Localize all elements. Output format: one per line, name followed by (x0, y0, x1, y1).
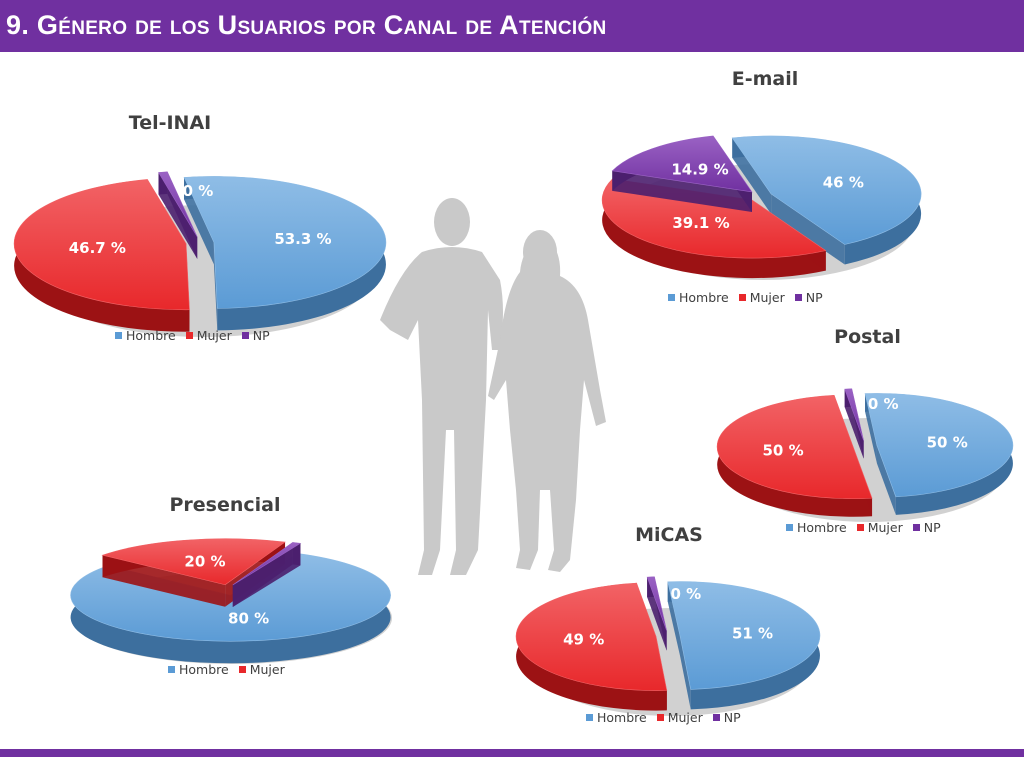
pie-slice-mujer (515, 582, 668, 711)
chart-micas: MiCAS 51 % 49 % 0 % Hombre Mujer NP (515, 524, 824, 734)
chart-tel-inai: Tel-INAI 53.3 % 46.7 % 0 % Hombre Mujer NP (13, 108, 390, 358)
pie-chart: 46 % 39.1 % 14.9 % (601, 135, 922, 280)
chart-title: Tel-INAI (128, 112, 212, 134)
legend-swatch (738, 294, 746, 301)
pie-slice-hombre (667, 581, 821, 710)
pie-label-hombre: 80 % (228, 610, 269, 628)
legend-label: NP (723, 710, 741, 725)
chart-legend: Hombre Mujer (168, 662, 285, 677)
pie-slice-hombre (731, 135, 922, 265)
pie-label-np: 14.9 % (671, 160, 728, 178)
legend-swatch (168, 666, 175, 673)
pie-chart: 80 % 20 % 0 % (70, 533, 392, 664)
legend-item-mujer: Mujer (738, 290, 785, 305)
legend-swatch (912, 524, 920, 531)
legend-label: Hombre (797, 520, 847, 535)
pie-slice-np (158, 171, 198, 259)
legend-label: Hombre (597, 710, 647, 725)
pie-label-np: 0 % (670, 585, 701, 603)
legend-label: NP (805, 290, 823, 305)
chart-legend: Hombre Mujer NP (586, 710, 741, 725)
legend-swatch (794, 294, 802, 301)
page-title: 9. Género de los Usuarios por Canal de A… (6, 10, 607, 40)
chart-legend: Hombre Mujer NP (115, 328, 270, 343)
legend-swatch (656, 714, 664, 721)
pie-label-np: 0 % (868, 395, 899, 413)
couple-silhouette-icon (380, 198, 606, 575)
legend-label: Hombre (179, 662, 229, 677)
legend-swatch (786, 524, 793, 531)
pie-label-mujer: 50 % (763, 442, 804, 460)
pie-slice-hombre (864, 393, 1014, 515)
legend-swatch (238, 666, 246, 673)
legend-item-np: NP (241, 328, 270, 343)
legend-label: Mujer (667, 710, 703, 725)
pie-chart: 53.3 % 46.7 % 0 % (13, 171, 387, 337)
legend-swatch (185, 332, 193, 339)
chart-title: MiCAS (635, 524, 703, 546)
pie-chart: 51 % 49 % 0 % (515, 576, 821, 716)
legend-item-hombre: Hombre (586, 710, 647, 725)
pie-label-np: 0 % (326, 533, 357, 551)
header-bar (0, 0, 1024, 52)
pie-label-mujer: 39.1 % (672, 214, 729, 232)
legend-label: NP (923, 520, 941, 535)
pie-slice-np (611, 135, 753, 212)
pie-chart: 50 % 50 % 0 % (717, 388, 1014, 522)
pie-slice-np (232, 542, 302, 608)
legend-swatch (712, 714, 720, 721)
legend-item-hombre: Hombre (115, 328, 176, 343)
pie-label-hombre: 46 % (823, 174, 864, 192)
legend-label: Mujer (749, 290, 785, 305)
legend-item-mujer: Mujer (856, 520, 903, 535)
legend-item-mujer: Mujer (185, 328, 232, 343)
pie-slice-hombre (183, 176, 387, 331)
pie-label-hombre: 51 % (732, 624, 773, 642)
legend-label: Mujer (196, 328, 232, 343)
legend-label: Mujer (249, 662, 285, 677)
legend-swatch (241, 332, 249, 339)
pie-slice-mujer (717, 394, 873, 517)
legend-swatch (856, 524, 864, 531)
pie-label-hombre: 53.3 % (274, 230, 331, 248)
legend-swatch (668, 294, 675, 301)
legend-item-np: NP (794, 290, 823, 305)
legend-label: Mujer (867, 520, 903, 535)
pie-label-mujer: 20 % (184, 553, 225, 571)
legend-label: Hombre (679, 290, 729, 305)
pie-slice-np (646, 576, 667, 651)
legend-item-hombre: Hombre (786, 520, 847, 535)
legend-swatch (115, 332, 122, 339)
footer-bar (0, 749, 1024, 757)
chart-legend: Hombre Mujer NP (786, 520, 941, 535)
legend-item-mujer: Mujer (238, 662, 285, 677)
pie-label-hombre: 50 % (927, 433, 968, 451)
pie-label-mujer: 46.7 % (69, 239, 126, 257)
chart-title: Presencial (169, 494, 281, 516)
legend-label: NP (252, 328, 270, 343)
chart-email: E-mail 46 % 39.1 % 14.9 % Hombre Mujer NP (600, 66, 930, 316)
legend-item-hombre: Hombre (668, 290, 729, 305)
legend-label: Hombre (126, 328, 176, 343)
chart-postal: Postal 50 % 50 % 0 % Hombre Mujer NP (717, 326, 1015, 541)
chart-legend: Hombre Mujer NP (668, 290, 823, 305)
pie-slice-mujer (13, 179, 190, 332)
legend-item-mujer: Mujer (656, 710, 703, 725)
legend-item-np: NP (912, 520, 941, 535)
legend-item-hombre: Hombre (168, 662, 229, 677)
pie-label-np: 0 % (183, 182, 214, 200)
legend-swatch (586, 714, 593, 721)
pie-slice-np (844, 388, 864, 459)
legend-item-np: NP (712, 710, 741, 725)
chart-title: E-mail (731, 68, 799, 90)
pie-label-mujer: 49 % (563, 631, 604, 649)
chart-title: Postal (834, 326, 901, 348)
pie-slice-mujer (101, 538, 286, 607)
chart-presencial: Presencial 80 % 20 % 0 % Hombre Mujer (60, 492, 410, 682)
